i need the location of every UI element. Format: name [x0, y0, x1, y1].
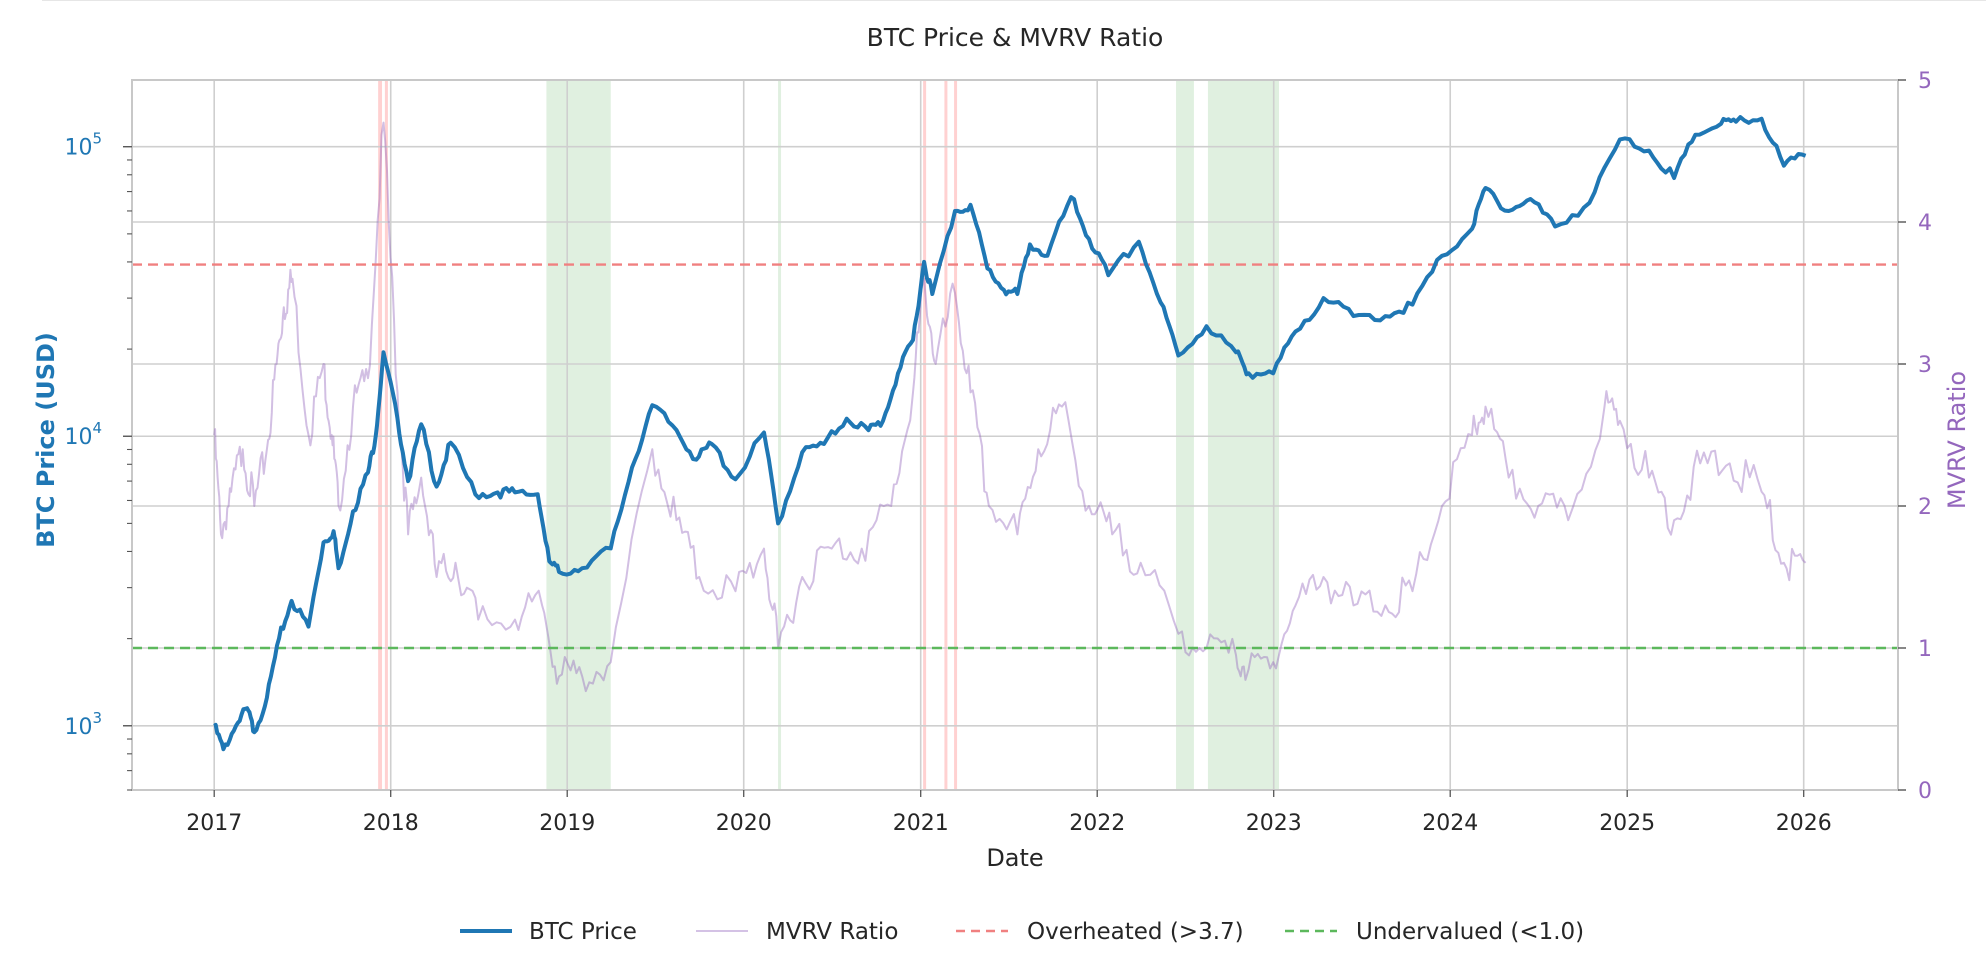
series-line-btc-price — [213, 115, 1807, 752]
x-tick-label: 2026 — [1776, 811, 1832, 836]
y-right-tick-label: 2 — [1918, 495, 1932, 520]
x-tick-label: 2021 — [893, 811, 949, 836]
undervalued-span — [546, 80, 611, 790]
y-right-tick-label: 4 — [1918, 211, 1932, 236]
x-tick-label: 2023 — [1246, 811, 1302, 836]
plot-frame — [131, 79, 1899, 791]
x-tick-label: 2020 — [716, 811, 772, 836]
y-right-tick-label: 0 — [1918, 779, 1932, 804]
overheated-span — [378, 80, 383, 790]
x-axis-label: Date — [986, 844, 1043, 872]
x-tick-label: 2017 — [186, 811, 242, 836]
undervalued-span — [1176, 80, 1194, 790]
overheated-span — [384, 80, 388, 790]
x-tick-label: 2025 — [1599, 811, 1655, 836]
undervalued-span — [778, 80, 782, 790]
undervalued-span — [1207, 80, 1280, 790]
y-axis-left-label: BTC Price (USD) — [32, 332, 60, 548]
legend: BTC Price MVRV Ratio Overheated (>3.7) U… — [460, 919, 1584, 945]
legend-label-undervalued: Undervalued (<1.0) — [1356, 919, 1584, 945]
legend-label-price: BTC Price — [529, 919, 637, 945]
y-left-tick-label: 103 — [64, 709, 102, 740]
x-tick-label: 2019 — [539, 811, 595, 836]
y-right-tick-label: 3 — [1918, 353, 1932, 378]
chart-title: BTC Price & MVRV Ratio — [867, 23, 1164, 52]
overheated-span — [944, 80, 948, 790]
y-left-tick-label: 104 — [64, 419, 102, 450]
legend-label-overheated: Overheated (>3.7) — [1027, 919, 1244, 945]
x-tick-label: 2022 — [1069, 811, 1125, 836]
overheated-span — [954, 80, 958, 790]
y-right-tick-label: 1 — [1918, 637, 1932, 662]
series-line-mvrv — [213, 121, 1807, 693]
legend-label-mvrv: MVRV Ratio — [766, 919, 898, 945]
y-left-tick-label: 105 — [64, 130, 102, 161]
overheated-span — [923, 80, 927, 790]
x-tick-label: 2024 — [1422, 811, 1478, 836]
y-right-tick-label: 5 — [1918, 69, 1932, 94]
x-tick-label: 2018 — [363, 811, 419, 836]
y-axis-right-label: MVRV Ratio — [1943, 371, 1971, 509]
